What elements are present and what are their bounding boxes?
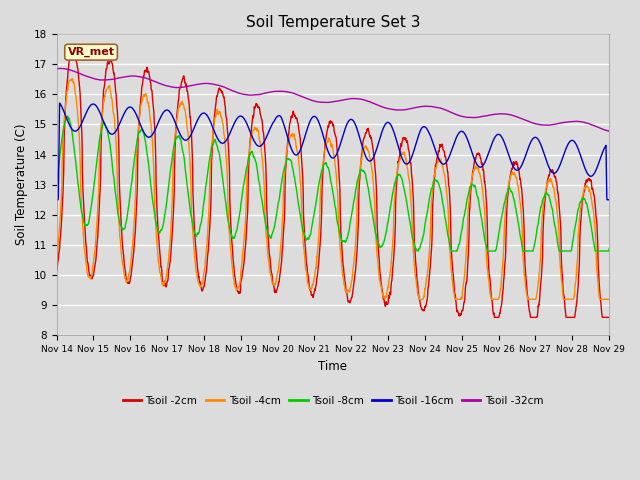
Tsoil -32cm	[557, 120, 564, 126]
Tsoil -4cm	[415, 296, 423, 302]
Tsoil -2cm	[349, 288, 356, 293]
Tsoil -8cm	[572, 219, 580, 225]
Tsoil -4cm	[605, 296, 613, 302]
Tsoil -32cm	[52, 66, 60, 72]
Tsoil -2cm	[361, 132, 369, 138]
Tsoil -8cm	[207, 150, 214, 156]
Tsoil -2cm	[491, 314, 499, 320]
Line: Tsoil -4cm: Tsoil -4cm	[56, 79, 609, 299]
Tsoil -16cm	[361, 152, 369, 157]
Tsoil -2cm	[52, 268, 60, 274]
Tsoil -8cm	[494, 238, 502, 243]
Tsoil -2cm	[572, 304, 580, 310]
Title: Soil Temperature Set 3: Soil Temperature Set 3	[246, 15, 420, 30]
Tsoil -16cm	[572, 141, 580, 146]
Tsoil -8cm	[64, 113, 72, 119]
Legend: Tsoil -2cm, Tsoil -4cm, Tsoil -8cm, Tsoil -16cm, Tsoil -32cm: Tsoil -2cm, Tsoil -4cm, Tsoil -8cm, Tsoi…	[118, 392, 547, 410]
Text: VR_met: VR_met	[68, 47, 115, 57]
Y-axis label: Soil Temperature (C): Soil Temperature (C)	[15, 124, 28, 245]
Tsoil -8cm	[52, 182, 60, 188]
Tsoil -2cm	[557, 224, 564, 229]
Tsoil -4cm	[207, 155, 214, 160]
Tsoil -8cm	[414, 248, 422, 254]
Tsoil -8cm	[605, 246, 613, 252]
Tsoil -16cm	[557, 161, 564, 167]
Tsoil -16cm	[493, 132, 501, 137]
Tsoil -2cm	[207, 201, 214, 207]
Tsoil -32cm	[493, 111, 501, 117]
Tsoil -16cm	[605, 197, 613, 203]
Line: Tsoil -32cm: Tsoil -32cm	[56, 69, 609, 131]
Tsoil -2cm	[605, 314, 613, 320]
Tsoil -16cm	[52, 197, 60, 203]
Tsoil -4cm	[349, 267, 356, 273]
Tsoil -32cm	[207, 81, 214, 86]
Line: Tsoil -2cm: Tsoil -2cm	[56, 49, 609, 317]
Tsoil -8cm	[557, 248, 564, 254]
Line: Tsoil -8cm: Tsoil -8cm	[56, 116, 609, 251]
Tsoil -4cm	[68, 76, 76, 82]
Tsoil -4cm	[572, 276, 580, 282]
Tsoil -32cm	[605, 128, 613, 134]
X-axis label: Time: Time	[318, 360, 348, 372]
Tsoil -2cm	[69, 46, 77, 52]
Tsoil -8cm	[361, 170, 369, 176]
Tsoil -4cm	[361, 143, 369, 149]
Tsoil -4cm	[52, 257, 60, 263]
Tsoil -8cm	[349, 204, 356, 210]
Tsoil -16cm	[207, 120, 214, 126]
Line: Tsoil -16cm: Tsoil -16cm	[56, 103, 609, 200]
Tsoil -32cm	[57, 66, 65, 72]
Tsoil -4cm	[557, 270, 564, 276]
Tsoil -16cm	[56, 100, 63, 106]
Tsoil -2cm	[494, 314, 502, 320]
Tsoil -16cm	[349, 118, 356, 123]
Tsoil -32cm	[349, 96, 356, 101]
Tsoil -32cm	[361, 97, 369, 103]
Tsoil -4cm	[494, 296, 502, 302]
Tsoil -32cm	[572, 119, 580, 124]
